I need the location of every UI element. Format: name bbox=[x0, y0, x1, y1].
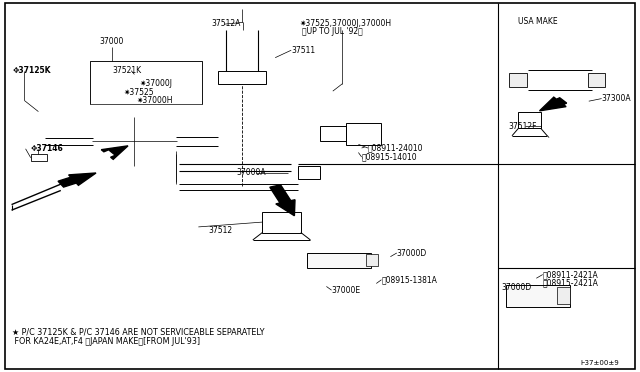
Bar bbox=[509, 73, 527, 87]
Bar bbox=[588, 73, 605, 87]
Text: 37000A: 37000A bbox=[237, 169, 266, 177]
Text: 37300A: 37300A bbox=[602, 94, 631, 103]
Bar bbox=[557, 287, 570, 304]
Text: 37000D: 37000D bbox=[501, 283, 531, 292]
Ellipse shape bbox=[346, 129, 362, 140]
Bar bbox=[506, 285, 570, 307]
Text: ⓝ08911-24010: ⓝ08911-24010 bbox=[368, 144, 424, 153]
Text: FOR KA24E,AT,F4 〈JAPAN MAKE〉[FROM JUL'93]: FOR KA24E,AT,F4 〈JAPAN MAKE〉[FROM JUL'93… bbox=[12, 337, 200, 346]
FancyArrow shape bbox=[540, 97, 566, 111]
Ellipse shape bbox=[518, 69, 531, 91]
Text: 37000E: 37000E bbox=[332, 286, 361, 295]
Text: ✷37000J: ✷37000J bbox=[140, 79, 173, 88]
Bar bbox=[90, 61, 202, 104]
Text: 37000: 37000 bbox=[100, 38, 124, 46]
Text: 37512: 37512 bbox=[208, 226, 232, 235]
Text: ✷37525,37000J,37000H: ✷37525,37000J,37000H bbox=[300, 19, 392, 28]
Text: ⓜ08915-1381A: ⓜ08915-1381A bbox=[381, 275, 437, 284]
Text: 37512A: 37512A bbox=[211, 19, 241, 28]
Text: 37512F: 37512F bbox=[509, 122, 538, 131]
Bar bbox=[320, 126, 346, 141]
Bar bbox=[218, 71, 266, 84]
Bar bbox=[366, 254, 378, 266]
FancyArrow shape bbox=[270, 185, 295, 216]
Bar bbox=[518, 112, 541, 128]
FancyArrow shape bbox=[58, 173, 96, 187]
Ellipse shape bbox=[506, 285, 518, 307]
Text: 37511: 37511 bbox=[291, 46, 316, 55]
Bar bbox=[307, 253, 371, 268]
Text: ✷37525: ✷37525 bbox=[124, 88, 154, 97]
Bar bbox=[298, 166, 320, 179]
Bar bbox=[262, 212, 301, 232]
Text: ✷37000H: ✷37000H bbox=[136, 96, 173, 105]
Text: ★ P/C 37125K & P/C 37146 ARE NOT SERVICEABLE SEPARATELY: ★ P/C 37125K & P/C 37146 ARE NOT SERVICE… bbox=[12, 327, 264, 336]
Text: ⓝ08911-2421A: ⓝ08911-2421A bbox=[543, 270, 598, 279]
Text: ⓜ08915-2421A: ⓜ08915-2421A bbox=[543, 278, 598, 287]
Text: 〈UP TO JUL '92〉: 〈UP TO JUL '92〉 bbox=[302, 27, 363, 36]
Circle shape bbox=[128, 138, 141, 145]
Text: Ͱ37±00±9: Ͱ37±00±9 bbox=[580, 360, 620, 366]
Text: 37000D: 37000D bbox=[397, 249, 427, 258]
Text: USA MAKE: USA MAKE bbox=[518, 17, 558, 26]
FancyArrow shape bbox=[101, 146, 128, 159]
Text: 37521K: 37521K bbox=[112, 66, 141, 75]
Ellipse shape bbox=[589, 70, 602, 90]
Ellipse shape bbox=[41, 137, 49, 145]
Text: ⓜ08915-14010: ⓜ08915-14010 bbox=[362, 153, 417, 161]
Text: ✥37146: ✥37146 bbox=[31, 144, 63, 153]
Bar bbox=[346, 123, 381, 145]
Ellipse shape bbox=[318, 253, 330, 268]
Text: ✥37125K: ✥37125K bbox=[13, 66, 51, 75]
Bar bbox=[31, 154, 47, 161]
Circle shape bbox=[93, 117, 176, 166]
